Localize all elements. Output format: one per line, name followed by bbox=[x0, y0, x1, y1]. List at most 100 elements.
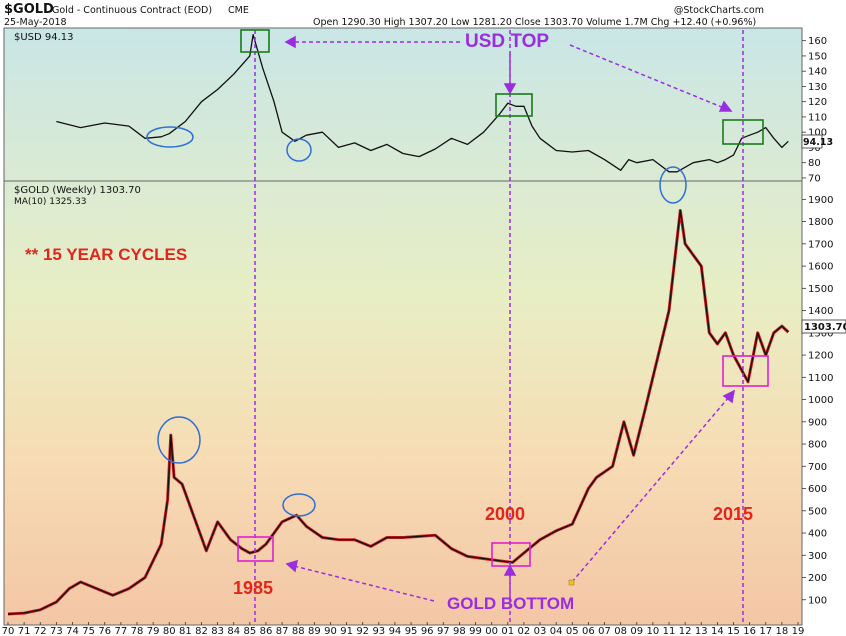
x-tick-label: 15 bbox=[727, 626, 740, 636]
gold-y-tick-label: 400 bbox=[808, 529, 827, 540]
x-tick-label: 78 bbox=[131, 626, 144, 636]
x-tick-label: 04 bbox=[550, 626, 563, 636]
usd-y-tick-label: 80 bbox=[808, 158, 821, 169]
annotation-arrows bbox=[284, 35, 736, 602]
x-tick-label: 75 bbox=[82, 626, 95, 636]
usd-last-value-box bbox=[801, 134, 823, 149]
gold-y-axis: 100 200 300 400 500 600 700 800 900 1000 1100 1200 1… bbox=[802, 195, 833, 606]
usd-top-box-1985 bbox=[240, 29, 270, 53]
x-tick-label: 92 bbox=[356, 626, 369, 636]
gold-bottom-label: GOLD BOTTOM bbox=[447, 594, 574, 613]
plot-background bbox=[4, 28, 802, 625]
x-tick-label: 86 bbox=[260, 626, 273, 636]
x-tick-label: 88 bbox=[292, 626, 305, 636]
usd-top-box-2016 bbox=[722, 119, 764, 145]
x-tick-label: 87 bbox=[276, 626, 289, 636]
x-tick-label: 90 bbox=[324, 626, 337, 636]
x-tick-label: 97 bbox=[437, 626, 450, 636]
x-tick-label: 76 bbox=[98, 626, 111, 636]
x-tick-label: 81 bbox=[179, 626, 192, 636]
gold-y-tick-label: 1400 bbox=[808, 306, 833, 317]
usd-y-tick-label: 100 bbox=[808, 128, 827, 139]
year-label-2000: 2000 bbox=[485, 504, 525, 524]
gold-y-tick-label: 1800 bbox=[808, 217, 833, 228]
usd-y-tick-label: 120 bbox=[808, 97, 827, 108]
gold-y-tick-label: 300 bbox=[808, 551, 827, 562]
header-symbol: $GOLD bbox=[4, 2, 54, 17]
x-tick-label: 73 bbox=[50, 626, 63, 636]
gold-bottom-box-2001 bbox=[491, 542, 531, 567]
x-tick-label: 77 bbox=[114, 626, 127, 636]
x-tick-label: 89 bbox=[308, 626, 321, 636]
gold-y-tick-label: 1000 bbox=[808, 395, 833, 406]
gold-y-tick-label: 1300 bbox=[808, 328, 833, 339]
usd-circle-1979 bbox=[146, 126, 194, 148]
gold-y-tick-label: 1200 bbox=[808, 351, 833, 362]
x-tick-label: 79 bbox=[147, 626, 160, 636]
usd-legend: $USD 94.13 bbox=[14, 32, 74, 43]
x-tick-label: 80 bbox=[163, 626, 176, 636]
usd-top-box-2001 bbox=[495, 93, 533, 117]
gold-last-value-box bbox=[801, 319, 846, 334]
x-tick-label: 00 bbox=[485, 626, 498, 636]
gold-circle-1987 bbox=[282, 493, 316, 517]
x-tick-label: 98 bbox=[453, 626, 466, 636]
gold-y-tick-label: 900 bbox=[808, 417, 827, 428]
arrow-origin-marker bbox=[568, 579, 575, 586]
header-date: 25-May-2018 bbox=[4, 17, 67, 28]
gold-bottom-box-2015 bbox=[722, 355, 769, 387]
usd-y-tick-label: 90 bbox=[808, 143, 821, 154]
x-tick-label: 71 bbox=[18, 626, 31, 636]
gold-y-tick-label: 1100 bbox=[808, 373, 833, 384]
gold-circle-1980 bbox=[157, 416, 201, 464]
watermark: @StockCharts.com bbox=[674, 5, 764, 16]
usd-y-tick-label: 130 bbox=[808, 82, 827, 93]
x-tick-label: 74 bbox=[66, 626, 79, 636]
gold-y-tick-label: 600 bbox=[808, 484, 827, 495]
header-stats: Open 1290.30 High 1307.20 Low 1281.20 Cl… bbox=[313, 17, 756, 28]
gold-last-value: 1303.70 bbox=[804, 322, 846, 333]
usd-line bbox=[56, 33, 789, 173]
x-axis: 70 71 72 73 74 75 76 77 78 79 80 81 82 83 84 85 86 87 88 89… bbox=[2, 622, 804, 636]
x-tick-label: 13 bbox=[695, 626, 708, 636]
usd-y-tick-label: 70 bbox=[808, 173, 821, 184]
ma-legend: MA(10) 1325.33 bbox=[14, 197, 86, 207]
x-tick-label: 96 bbox=[421, 626, 434, 636]
usd-last-value: 94.13 bbox=[803, 137, 833, 148]
x-tick-label: 11 bbox=[663, 626, 676, 636]
gold-y-tick-label: 700 bbox=[808, 462, 827, 473]
gold-y-tick-label: 100 bbox=[808, 595, 827, 606]
x-tick-label: 84 bbox=[227, 626, 240, 636]
usd-y-tick-label: 150 bbox=[808, 51, 827, 62]
gold-y-tick-label: 1500 bbox=[808, 284, 833, 295]
usd-y-tick-label: 160 bbox=[808, 36, 827, 47]
header-exchange: CME bbox=[228, 5, 249, 16]
usd-circle-1988 bbox=[286, 138, 312, 162]
usd-series bbox=[56, 33, 789, 173]
gold-series bbox=[7, 209, 790, 616]
x-tick-label: 70 bbox=[2, 626, 15, 636]
header-description: Gold - Continuous Contract (EOD) bbox=[52, 5, 212, 16]
usd-y-tick-label: 110 bbox=[808, 112, 827, 123]
gold-line bbox=[7, 209, 789, 615]
x-tick-label: 94 bbox=[389, 626, 402, 636]
x-tick-label: 12 bbox=[679, 626, 692, 636]
gold-y-tick-label: 1900 bbox=[808, 195, 833, 206]
x-tick-label: 72 bbox=[34, 626, 47, 636]
x-tick-label: 95 bbox=[405, 626, 418, 636]
x-tick-label: 10 bbox=[647, 626, 660, 636]
cycles-label: ** 15 YEAR CYCLES bbox=[25, 245, 187, 264]
x-tick-label: 18 bbox=[776, 626, 789, 636]
gold-y-tick-label: 800 bbox=[808, 440, 827, 451]
usd-top-label: USD TOP bbox=[465, 31, 549, 52]
x-tick-label: 06 bbox=[582, 626, 595, 636]
gold-y-tick-label: 200 bbox=[808, 573, 827, 584]
gold-y-tick-label: 500 bbox=[808, 506, 827, 517]
x-tick-label: 91 bbox=[340, 626, 353, 636]
year-label-2015: 2015 bbox=[713, 504, 753, 524]
x-tick-label: 07 bbox=[598, 626, 611, 636]
gold-y-tick-label: 1700 bbox=[808, 239, 833, 250]
x-tick-label: 09 bbox=[630, 626, 643, 636]
usd-y-axis: 70 80 90 100 110 120 130 140 150 160 bbox=[802, 36, 827, 184]
